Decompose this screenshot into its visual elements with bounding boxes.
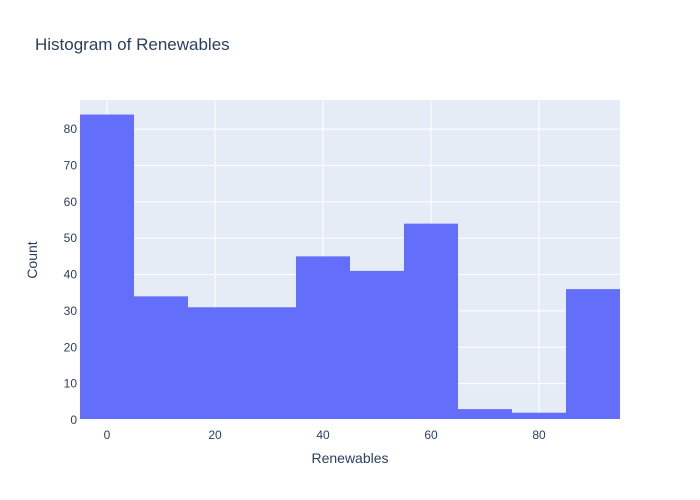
x-tick-labels: 0 20 40 60 80 xyxy=(104,428,546,442)
y-tick-label: 80 xyxy=(64,122,78,136)
histogram-bar xyxy=(458,409,512,420)
histogram-bar xyxy=(242,307,296,420)
x-tick-label: 0 xyxy=(104,428,111,442)
y-tick-label: 30 xyxy=(64,304,78,318)
y-tick-label: 70 xyxy=(64,158,78,172)
y-tick-label: 20 xyxy=(64,340,78,354)
histogram-bar xyxy=(566,289,620,420)
y-tick-label: 0 xyxy=(70,413,77,427)
y-axis-title: Count xyxy=(24,241,40,278)
x-tick-label: 60 xyxy=(424,428,438,442)
y-tick-labels: 0 10 20 30 40 50 60 70 80 xyxy=(64,122,78,427)
histogram-bars xyxy=(80,114,620,421)
histogram-bar xyxy=(350,270,404,420)
y-tick-label: 40 xyxy=(64,268,78,282)
chart-title: Histogram of Renewables xyxy=(35,35,230,54)
y-tick-label: 50 xyxy=(64,231,78,245)
histogram-bar xyxy=(512,412,566,420)
x-tick-label: 40 xyxy=(316,428,330,442)
y-tick-label: 10 xyxy=(64,377,78,391)
histogram-bar xyxy=(134,296,188,420)
x-tick-label: 80 xyxy=(532,428,546,442)
histogram-bar xyxy=(296,256,350,420)
histogram-bar xyxy=(404,223,458,420)
x-axis-title: Renewables xyxy=(311,450,388,466)
x-tick-label: 20 xyxy=(208,428,222,442)
y-tick-label: 60 xyxy=(64,195,78,209)
histogram-bar xyxy=(188,307,242,420)
histogram-bar xyxy=(80,114,134,420)
